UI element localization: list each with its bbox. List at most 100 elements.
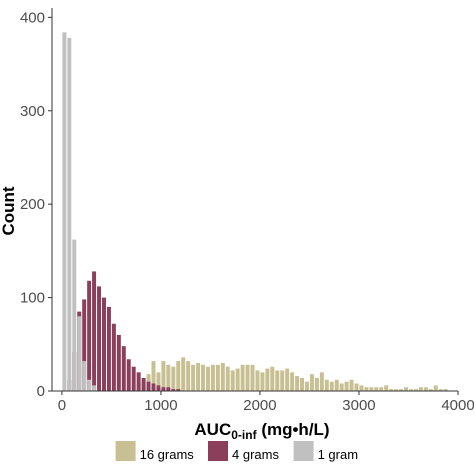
x-tick-label-1: 1000 — [144, 397, 177, 414]
bar-16-grams-58 — [423, 387, 428, 391]
x-tick-label-2: 2000 — [243, 397, 276, 414]
bar-16-grams-11 — [191, 364, 196, 391]
bar-4-grams-7 — [102, 297, 106, 391]
bar-4-grams-4 — [87, 280, 92, 391]
bar-16-grams-10 — [186, 361, 191, 391]
bar-1-gram-3 — [77, 316, 82, 391]
bar-16-grams-55 — [408, 389, 413, 391]
bar-16-grams-52 — [394, 389, 399, 391]
bar-4-grams-17 — [151, 383, 156, 391]
bar-16-grams-42 — [344, 381, 349, 391]
bar-16-grams-20 — [235, 368, 240, 391]
bar-16-grams-19 — [230, 370, 235, 391]
bar-16-grams-23 — [250, 364, 255, 391]
bar-4-grams-10 — [116, 334, 121, 391]
bar-16-grams-7 — [171, 366, 176, 391]
x-axis-title: AUC0-inf (mg•h/L) — [194, 420, 329, 442]
bar-16-grams-47 — [369, 387, 374, 391]
bar-16-grams-26 — [265, 368, 270, 391]
x-tick-label-4: 4000 — [441, 397, 474, 414]
bar-16-grams-53 — [399, 389, 404, 391]
bar-16-grams-9 — [181, 357, 186, 391]
bar-16-grams-50 — [384, 385, 389, 391]
bar-16-grams-4 — [156, 372, 161, 391]
bar-16-grams-22 — [245, 364, 250, 391]
bar-16-grams-24 — [255, 370, 260, 391]
bar-16-grams-60 — [433, 385, 438, 391]
y-tick-label-3: 300 — [20, 103, 45, 120]
bar-16-grams-36 — [314, 377, 319, 391]
bar-16-grams-38 — [324, 379, 329, 391]
bar-16-grams-5 — [161, 361, 166, 391]
bar-16-grams-8 — [176, 361, 181, 391]
bar-4-grams-5 — [92, 271, 97, 391]
bar-16-grams-17 — [220, 362, 225, 391]
bar-4-grams-3 — [82, 299, 87, 391]
bar-16-grams-49 — [379, 387, 384, 391]
y-axis-ticks: 0 100 200 300 400 — [20, 9, 52, 400]
bar-16-grams-51 — [389, 389, 394, 391]
y-tick-label-4: 400 — [20, 9, 45, 26]
bar-16-grams-41 — [339, 383, 344, 391]
bar-16-grams-25 — [260, 372, 265, 391]
bar-4-grams-13 — [131, 366, 136, 391]
bar-1-gram-0 — [62, 32, 67, 391]
bar-layer — [62, 32, 448, 391]
legend-label-16-grams: 16 grams — [140, 447, 195, 462]
bar-4-grams-18 — [156, 385, 161, 391]
bar-16-grams-57 — [418, 387, 423, 391]
bar-1-gram-2 — [72, 239, 77, 391]
bar-16-grams-40 — [334, 379, 339, 391]
bar-16-grams-37 — [319, 372, 324, 391]
bar-16-grams-27 — [270, 366, 275, 391]
bar-1-gram-1 — [67, 37, 72, 391]
bar-16-grams-62 — [443, 389, 448, 391]
x-axis-title-main: AUC — [194, 420, 231, 439]
legend-swatch-16-grams — [115, 441, 136, 461]
bar-4-grams-19 — [161, 387, 166, 391]
bar-4-grams-12 — [126, 359, 131, 391]
y-tick-label-1: 100 — [20, 290, 45, 307]
bar-16-grams-45 — [359, 385, 364, 391]
bar-1-gram-4 — [82, 361, 87, 391]
bar-4-grams-6 — [97, 286, 102, 391]
bar-16-grams-6 — [166, 364, 171, 391]
bar-4-grams-14 — [136, 372, 141, 391]
bar-16-grams-3 — [151, 361, 156, 391]
bar-16-grams-13 — [201, 364, 205, 391]
bar-16-grams-34 — [305, 381, 309, 391]
y-tick-label-0: 0 — [37, 383, 45, 400]
y-axis-title: Count — [0, 186, 18, 235]
x-tick-label-3: 3000 — [342, 397, 375, 414]
bar-1-gram-5 — [87, 379, 92, 391]
bar-16-grams-33 — [300, 377, 305, 391]
bar-16-grams-43 — [349, 379, 354, 391]
bar-16-grams-30 — [285, 368, 290, 391]
bar-16-grams-56 — [413, 389, 418, 391]
bar-4-grams-22 — [176, 389, 181, 391]
bar-4-grams-20 — [166, 387, 171, 391]
bar-4-grams-15 — [141, 377, 146, 391]
bar-16-grams-16 — [215, 364, 220, 391]
x-axis-title-subscript: 0-inf — [231, 428, 257, 442]
bar-16-grams-32 — [295, 376, 300, 391]
bar-16-grams-15 — [210, 364, 215, 391]
bar-4-grams-9 — [111, 323, 116, 391]
legend-label-4-grams: 4 grams — [232, 447, 279, 462]
bar-16-grams-29 — [280, 370, 285, 391]
bar-16-grams-46 — [364, 387, 369, 391]
bar-16-grams-12 — [196, 362, 201, 391]
x-tick-label-0: 0 — [58, 397, 66, 414]
bar-16-grams-28 — [275, 370, 280, 391]
bar-16-grams-35 — [309, 374, 314, 391]
legend-swatch-1-gram — [293, 441, 314, 461]
bar-1-gram-6 — [92, 385, 97, 391]
bar-4-grams-21 — [171, 389, 176, 391]
bar-16-grams-21 — [240, 364, 245, 391]
legend: 16 grams 4 grams 1 gram — [115, 441, 358, 462]
bar-16-grams-48 — [374, 387, 379, 391]
y-tick-label-2: 200 — [20, 196, 45, 213]
bar-4-grams-8 — [106, 306, 111, 391]
